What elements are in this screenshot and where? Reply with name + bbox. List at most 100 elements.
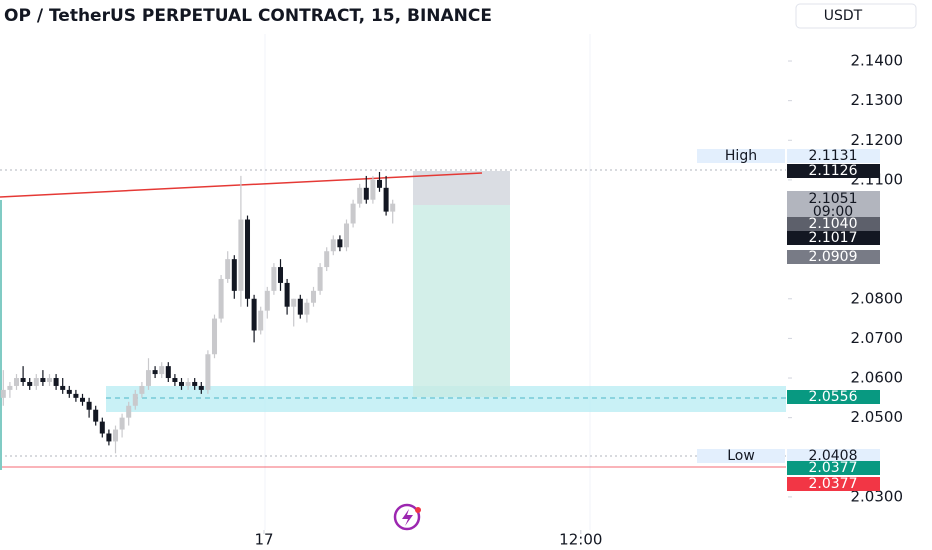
price-label: 2.0377 xyxy=(809,476,858,492)
title-bg xyxy=(0,0,790,34)
price-label-box xyxy=(787,231,880,245)
candle-body xyxy=(60,385,66,390)
x-tick-label: 17 xyxy=(254,531,273,549)
price-label: 2.0909 xyxy=(809,249,858,265)
candle-body xyxy=(205,354,211,390)
currency-button[interactable] xyxy=(795,3,917,29)
candle-body xyxy=(13,378,20,386)
price-label-box xyxy=(787,217,880,231)
y-tick-label: 2.0700 xyxy=(851,329,904,347)
candle-body xyxy=(20,378,26,382)
candle-body xyxy=(251,298,257,331)
price-label-box xyxy=(787,449,880,463)
candle-body xyxy=(390,203,396,212)
candle-body xyxy=(271,267,277,291)
candle-body xyxy=(185,381,191,386)
candle-body xyxy=(277,267,284,283)
candle-body xyxy=(370,179,376,200)
price-label-box xyxy=(787,390,880,404)
target-zone xyxy=(413,205,510,397)
y-tick-label: 2.0500 xyxy=(851,408,904,426)
candle-body xyxy=(304,302,310,315)
candle-body xyxy=(27,381,33,386)
price-label-box xyxy=(787,477,880,491)
candle-body xyxy=(112,429,119,442)
price-label: 2.1131 xyxy=(809,148,858,164)
y-tick-label: 2.1400 xyxy=(851,52,904,70)
candle-body xyxy=(198,385,204,390)
stop-zone xyxy=(413,171,510,205)
candle-body xyxy=(33,378,39,386)
candle-body xyxy=(238,219,244,291)
candle-body xyxy=(86,401,92,410)
price-label-box xyxy=(787,149,880,163)
price-label-box xyxy=(787,250,880,264)
candle-body xyxy=(165,366,171,379)
candle-body xyxy=(231,259,237,291)
candle-body xyxy=(7,385,13,390)
candle-body xyxy=(0,389,6,398)
candle-body xyxy=(343,223,350,248)
candle-body xyxy=(79,397,86,402)
candle-body xyxy=(46,378,53,382)
candle-body xyxy=(310,290,317,303)
candle-body xyxy=(297,298,303,315)
candle-body xyxy=(93,409,99,422)
price-label: 2.1126 xyxy=(809,163,858,179)
candle-body xyxy=(152,370,158,375)
price-label-time: 09:00 xyxy=(813,204,853,220)
y-tick-label: 2.0800 xyxy=(851,289,904,307)
candle-body xyxy=(383,187,389,212)
candle-body xyxy=(218,278,224,319)
candle-body xyxy=(376,179,383,188)
candle-body xyxy=(192,381,198,386)
price-label: 2.1040 xyxy=(809,216,858,232)
candle-body xyxy=(73,393,79,398)
candle-body xyxy=(126,405,132,418)
candle-body xyxy=(139,385,145,394)
candle-body xyxy=(225,259,231,279)
logo-bolt xyxy=(402,509,413,526)
candle-body xyxy=(145,370,152,386)
candle-body xyxy=(317,267,323,291)
candle-body xyxy=(324,251,330,268)
candle-body xyxy=(53,378,59,386)
price-label-name-box xyxy=(697,149,785,163)
price-label: 2.1051 xyxy=(809,191,858,207)
price-label-name: Low xyxy=(727,448,755,464)
candle-body xyxy=(291,298,297,307)
candle-body xyxy=(244,219,251,299)
candle-body xyxy=(159,366,165,375)
price-label-box xyxy=(787,164,880,178)
y-tick-label: 2.0300 xyxy=(851,487,904,505)
price-label: 2.1017 xyxy=(809,230,858,246)
x-tick-label: 12:00 xyxy=(559,531,602,549)
candle-body xyxy=(357,187,363,204)
price-label-box xyxy=(787,461,880,475)
candle-body xyxy=(350,203,356,224)
candle-body xyxy=(284,282,290,307)
logo xyxy=(393,503,421,531)
y-tick-label: 2.1300 xyxy=(851,91,904,109)
price-label: 2.0408 xyxy=(809,448,858,464)
candle-body xyxy=(172,378,178,382)
price-label-name: High xyxy=(725,148,757,164)
candle-body xyxy=(66,389,72,394)
candle-body xyxy=(132,393,138,406)
candle-body xyxy=(178,381,185,386)
candle-body xyxy=(40,378,46,382)
candle-body xyxy=(119,417,125,430)
price-label: 2.0556 xyxy=(809,389,858,405)
price-label-box xyxy=(787,191,880,219)
y-tick-label: 2.1200 xyxy=(851,131,904,149)
candle-body xyxy=(106,433,112,442)
candle-body xyxy=(264,290,270,311)
y-tick-label: 2.0600 xyxy=(851,369,904,387)
price-label: 2.0377 xyxy=(809,460,858,476)
price-label-name-box xyxy=(697,449,785,463)
chart-title: OP / TetherUS PERPETUAL CONTRACT, 15, BI… xyxy=(4,6,492,26)
candle-body xyxy=(211,318,218,355)
candle-body xyxy=(337,239,343,248)
candle-body xyxy=(330,239,336,252)
